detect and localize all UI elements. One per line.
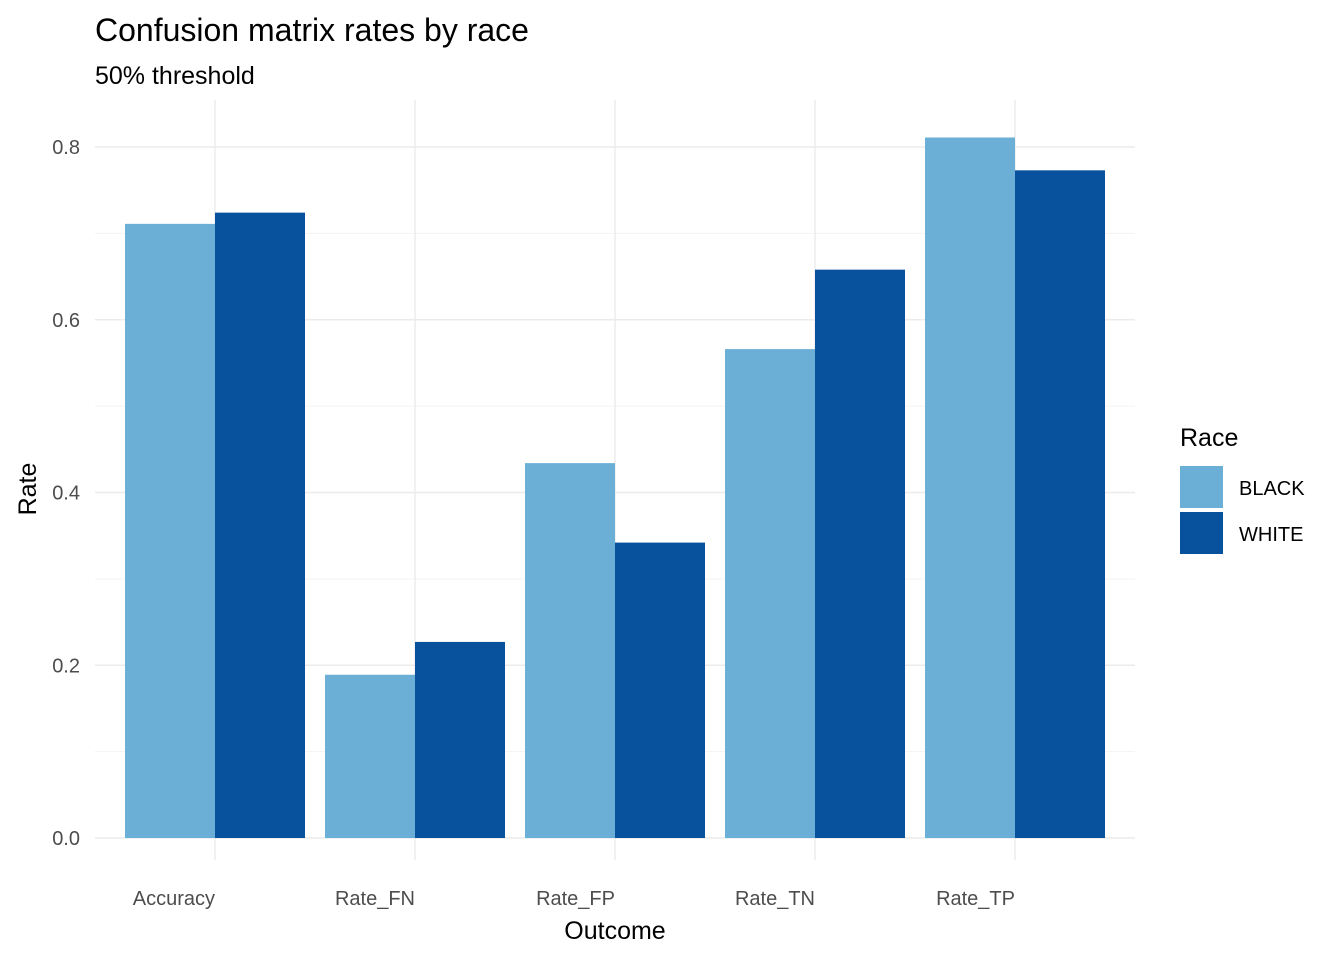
bars [125, 137, 1105, 839]
x-tick-label: Rate_TP [936, 888, 1015, 910]
chart-subtitle: 50% threshold [95, 62, 255, 90]
x-axis-ticks: Accuracy Rate_FN Rate_FP Rate_TN Rate_TP [133, 888, 1015, 910]
legend-key-black [1180, 466, 1223, 508]
bar-black-rate-fp [525, 463, 615, 838]
y-tick-label: 0.8 [52, 137, 80, 159]
bar-black-rate-tp [925, 137, 1015, 838]
bar-white-rate-tp [1015, 170, 1105, 839]
y-axis-ticks: 0.0 0.2 0.4 0.6 0.8 [52, 137, 80, 850]
y-tick-label: 0.0 [52, 828, 80, 850]
bar-white-rate-tn [815, 269, 905, 839]
y-tick-label: 0.4 [52, 483, 80, 505]
bar-black-accuracy [125, 223, 215, 838]
legend: Race BLACK WHITE [1180, 424, 1305, 554]
bar-white-rate-fn [415, 641, 505, 838]
bar-black-rate-tn [725, 349, 815, 838]
y-tick-label: 0.2 [52, 655, 80, 677]
x-tick-label: Accuracy [133, 888, 215, 910]
legend-label-white: WHITE [1239, 524, 1303, 546]
legend-label-black: BLACK [1239, 478, 1305, 500]
bar-black-rate-fn [325, 674, 415, 838]
x-tick-label: Rate_TN [735, 888, 815, 910]
bar-white-accuracy [215, 212, 305, 838]
chart-title: Confusion matrix rates by race [95, 12, 529, 48]
x-axis-title: Outcome [564, 917, 665, 945]
legend-title: Race [1180, 424, 1238, 452]
y-tick-label: 0.6 [52, 310, 80, 332]
y-axis-title: Rate [14, 463, 42, 516]
legend-key-white [1180, 512, 1223, 554]
x-tick-label: Rate_FP [536, 888, 615, 910]
bar-white-rate-fp [615, 542, 705, 838]
x-tick-label: Rate_FN [335, 888, 415, 910]
